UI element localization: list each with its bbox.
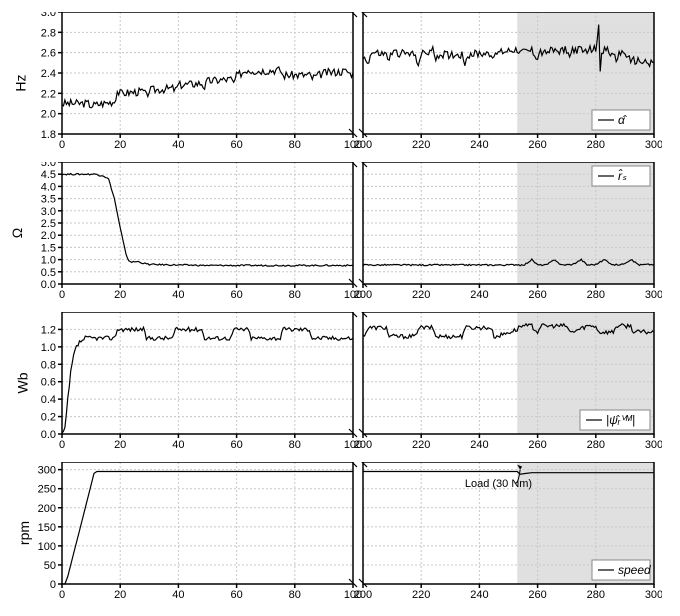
chart-panel-speed: rpm0501001502002503000204060801002002202… xyxy=(8,462,662,604)
svg-text:0: 0 xyxy=(59,139,65,151)
svg-text:220: 220 xyxy=(412,589,430,601)
svg-text:20: 20 xyxy=(114,289,126,301)
ylabel-psi: Wb xyxy=(15,373,31,394)
svg-text:40: 40 xyxy=(172,589,184,601)
svg-text:1.0: 1.0 xyxy=(41,342,56,354)
svg-text:240: 240 xyxy=(470,589,488,601)
svg-text:0.4: 0.4 xyxy=(41,394,56,406)
svg-text:2.4: 2.4 xyxy=(41,68,56,80)
svg-text:1.2: 1.2 xyxy=(41,324,56,336)
svg-text:4.5: 4.5 xyxy=(41,169,56,181)
svg-text:20: 20 xyxy=(114,589,126,601)
svg-text:0: 0 xyxy=(59,289,65,301)
svg-text:300: 300 xyxy=(645,289,662,301)
svg-text:150: 150 xyxy=(38,522,56,534)
svg-text:0.5: 0.5 xyxy=(41,267,56,279)
ylabel-rs: Ω xyxy=(9,228,25,238)
svg-text:5.0: 5.0 xyxy=(41,162,56,169)
svg-text:0: 0 xyxy=(59,589,65,601)
svg-text:260: 260 xyxy=(528,139,546,151)
svg-text:1.8: 1.8 xyxy=(41,129,56,141)
svg-text:2.0: 2.0 xyxy=(41,109,56,121)
svg-text:40: 40 xyxy=(172,139,184,151)
svg-text:0.0: 0.0 xyxy=(41,429,56,441)
ylabel-alpha: Hz xyxy=(13,74,29,91)
chart-panel-psi: Wb0.00.20.40.60.81.01.202040608010020022… xyxy=(8,312,662,454)
legend-rs: r̂ₛ xyxy=(618,168,627,183)
svg-text:200: 200 xyxy=(354,139,372,151)
chart-panel-rs: Ω 0.00.51.01.52.02.53.03.54.04.55.0 0 20 40 6… xyxy=(8,162,662,304)
svg-text:280: 280 xyxy=(587,139,605,151)
svg-text:260: 260 xyxy=(528,589,546,601)
svg-text:0: 0 xyxy=(50,579,56,591)
svg-text:0.0: 0.0 xyxy=(41,279,56,291)
svg-text:80: 80 xyxy=(289,289,301,301)
legend-psi: |ψ̂ᵣⱽᴹ| xyxy=(606,413,635,427)
svg-text:0: 0 xyxy=(59,439,65,451)
svg-text:280: 280 xyxy=(587,439,605,451)
legend-speed: speed xyxy=(618,563,651,577)
svg-text:200: 200 xyxy=(354,589,372,601)
svg-text:1.5: 1.5 xyxy=(41,242,56,254)
svg-text:220: 220 xyxy=(412,439,430,451)
svg-text:2.0: 2.0 xyxy=(41,230,56,242)
svg-text:200: 200 xyxy=(38,503,56,515)
svg-text:0.2: 0.2 xyxy=(41,412,56,424)
svg-text:60: 60 xyxy=(230,139,242,151)
svg-text:0.6: 0.6 xyxy=(41,377,56,389)
svg-text:60: 60 xyxy=(230,589,242,601)
svg-text:100: 100 xyxy=(38,541,56,553)
svg-text:60: 60 xyxy=(230,439,242,451)
chart-panel-alpha: Hz1.82.02.22.42.62.83.002040608010020022… xyxy=(8,12,662,154)
svg-text:220: 220 xyxy=(412,289,430,301)
svg-text:60: 60 xyxy=(230,289,242,301)
svg-text:200: 200 xyxy=(354,439,372,451)
svg-text:280: 280 xyxy=(587,589,605,601)
svg-text:260: 260 xyxy=(528,439,546,451)
svg-text:80: 80 xyxy=(289,139,301,151)
svg-text:80: 80 xyxy=(289,439,301,451)
svg-text:2.6: 2.6 xyxy=(41,48,56,60)
svg-text:300: 300 xyxy=(645,139,662,151)
svg-text:280: 280 xyxy=(587,289,605,301)
svg-text:2.2: 2.2 xyxy=(41,88,56,100)
svg-text:240: 240 xyxy=(470,439,488,451)
svg-text:50: 50 xyxy=(44,560,56,572)
svg-text:220: 220 xyxy=(412,139,430,151)
svg-text:0.8: 0.8 xyxy=(41,359,56,371)
svg-text:1.0: 1.0 xyxy=(41,255,56,267)
ylabel-speed: rpm xyxy=(16,521,32,545)
svg-text:200: 200 xyxy=(354,289,372,301)
svg-text:300: 300 xyxy=(645,439,662,451)
svg-text:250: 250 xyxy=(38,484,56,496)
svg-text:20: 20 xyxy=(114,439,126,451)
svg-text:240: 240 xyxy=(470,139,488,151)
svg-text:20: 20 xyxy=(114,139,126,151)
svg-text:4.0: 4.0 xyxy=(41,181,56,193)
svg-text:300: 300 xyxy=(645,589,662,601)
svg-text:3.0: 3.0 xyxy=(41,206,56,218)
svg-text:40: 40 xyxy=(172,439,184,451)
svg-text:2.8: 2.8 xyxy=(41,27,56,39)
annotation-load: Load (30 Nm) xyxy=(465,478,532,490)
svg-text:80: 80 xyxy=(289,589,301,601)
svg-text:300: 300 xyxy=(38,465,56,477)
svg-text:3.5: 3.5 xyxy=(41,194,56,206)
svg-text:260: 260 xyxy=(528,289,546,301)
svg-text:2.5: 2.5 xyxy=(41,218,56,230)
svg-text:3.0: 3.0 xyxy=(41,12,56,19)
svg-text:40: 40 xyxy=(172,289,184,301)
svg-text:240: 240 xyxy=(470,289,488,301)
